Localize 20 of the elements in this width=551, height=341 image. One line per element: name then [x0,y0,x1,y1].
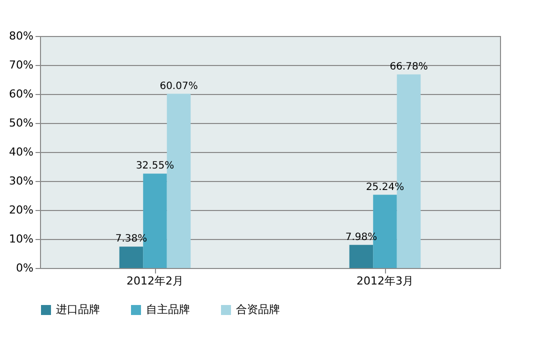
data-label: 25.24% [366,182,404,193]
y-tick-label: 20% [9,204,34,216]
legend-label: 自主品牌 [146,303,190,316]
bar [119,246,144,268]
data-label: 32.55% [136,160,174,172]
x-tick-label: 2012年3月 [356,274,414,288]
y-tick-label: 80% [9,30,34,42]
y-tick-label: 10% [9,232,34,246]
legend-label: 合资品牌 [236,303,280,316]
data-label: 66.78% [390,61,428,72]
x-tick-label: 2012年2月 [126,274,184,288]
y-tick-label: 30% [9,174,34,188]
y-tick-label: 0% [16,262,34,274]
bar [349,244,374,268]
y-tick-label: 70% [9,58,34,72]
y-tick-label: 60% [9,88,34,100]
data-label: 60.07% [160,80,198,92]
y-tick-label: 50% [9,116,34,130]
legend-label: 进口品牌 [56,303,100,316]
y-tick-label: 40% [9,146,34,158]
